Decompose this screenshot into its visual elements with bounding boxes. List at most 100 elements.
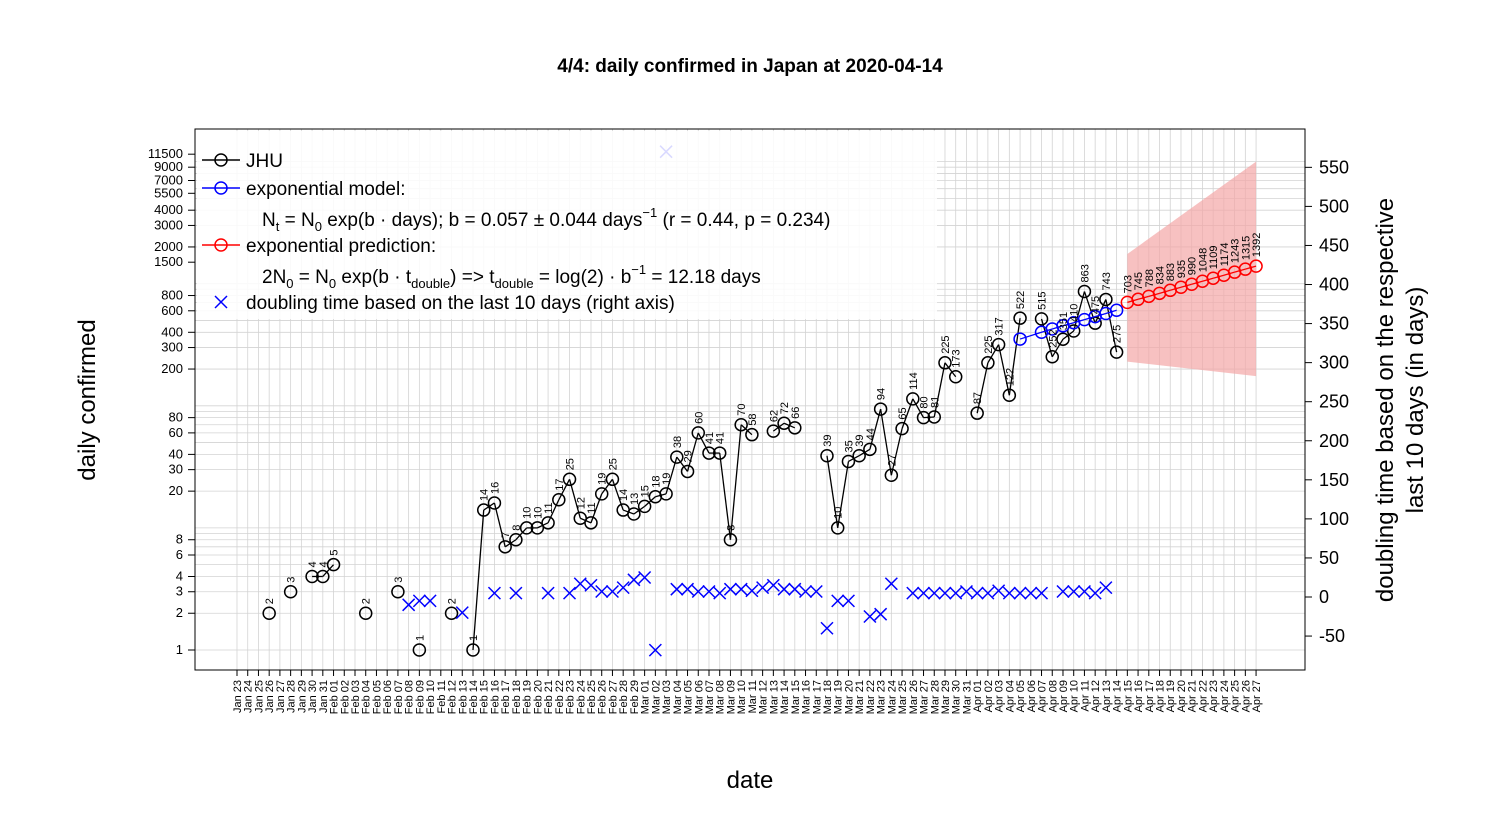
jhu-point [541,516,555,530]
y-right-tick-label: 250 [1319,392,1349,412]
doubling-time-point [541,586,555,600]
jhu-point [712,446,727,460]
x-tick-label: Mar 29 [940,680,952,714]
jhu-value-label: 13 [629,493,641,505]
jhu-point [509,532,523,547]
jhu-point [895,421,909,436]
jhu-line-segment [997,344,1010,396]
x-tick-label: Feb 06 [382,680,394,714]
jhu-point [627,507,641,521]
x-tick-label: Mar 24 [886,680,898,714]
jhu-line-segment [547,499,560,524]
y-left-tick-label: 6 [176,547,183,562]
jhu-point [991,337,1006,352]
jhu-value-label: 3 [286,577,298,583]
x-tick-label: Mar 07 [704,680,716,714]
prediction-value-label: 990 [1187,257,1199,275]
x-axis-title: date [727,767,774,794]
x-tick-label: Apr 04 [1004,680,1016,712]
prediction-value-label: 745 [1133,272,1145,290]
jhu-value-label: 252 [1047,329,1059,347]
doubling-time-point [1002,586,1016,600]
jhu-point [584,516,598,530]
y-right-tick-label: 400 [1319,275,1349,295]
jhu-line-segment [676,456,689,472]
jhu-point [659,487,673,501]
prediction-value-label: 1174 [1219,243,1231,267]
jhu-line-segment [740,424,753,436]
y-right-tick-label: 150 [1319,470,1349,490]
jhu-point [927,410,942,424]
jhu-point [1013,311,1027,325]
model-line-segment [1019,331,1042,340]
jhu-value-label: 743 [1101,272,1113,290]
jhu-value-label: 4 [307,561,319,567]
x-tick-label: Mar 02 [650,680,662,714]
x-tick-label: Mar 16 [801,680,813,714]
y-left-tick-label: 3000 [154,217,183,232]
jhu-line-segment [590,493,603,524]
jhu-value-label: 225 [940,335,952,353]
jhu-value-label: 225 [983,335,995,353]
jhu-point [305,569,319,584]
doubling-time-point [916,586,931,600]
jhu-point [906,392,920,406]
jhu-value-label: 17 [554,479,566,491]
jhu-value-label: 18 [650,475,662,487]
prediction-value-label: 1392 [1251,233,1263,257]
x-tick-label: Mar 19 [833,680,845,714]
jhu-value-label: 8 [725,525,737,531]
jhu-value-label: 1 [414,635,426,641]
legend-model-formula: Nt = N0 exp(b · days); b = 0.057 ± 0.044… [262,205,830,234]
jhu-line-segment [644,496,656,507]
y-right-tick-label: -50 [1319,626,1345,646]
jhu-value-label: 14 [479,489,491,501]
right-axis: -50 0 50 100 150 200 250 300 350 400 450 500 550 [1305,157,1349,646]
doubling-time-point [777,582,791,596]
x-tick-label: Feb 02 [339,680,351,714]
jhu-point [1109,345,1124,359]
jhu-value-label: 114 [908,372,920,390]
x-tick-label: Feb 19 [522,680,534,714]
doubling-time-point [820,621,834,635]
jhu-point [1045,350,1060,364]
y-left-tick-label: 3 [176,584,183,599]
jhu-point [788,421,802,435]
y-left-tick-label: 8 [176,532,183,547]
jhu-line-segment [697,432,710,454]
y-left-tick-label: 60 [169,425,183,440]
jhu-line-segment [493,502,506,547]
doubling-time-point [992,584,1006,598]
jhu-line-segment [869,408,882,450]
jhu-point [981,356,995,370]
jhu-line-segment [837,461,850,529]
jhu-value-label: 522 [1015,291,1027,309]
legend-jhu-label: JHU [246,151,283,172]
jhu-line-segment [558,479,571,501]
doubling-time-point [487,586,501,600]
doubling-time-point [863,609,877,624]
x-tick-label: Feb 22 [554,680,566,714]
legend-prediction-marker [214,238,228,252]
jhu-point [852,448,866,463]
doubling-time-point [788,582,802,596]
y-right-tick-label: 50 [1319,548,1339,568]
x-tick-label: Apr 25 [1230,680,1242,712]
x-tick-label: Mar 27 [919,680,931,714]
jhu-point [444,606,459,620]
jhu-line-segment [1073,291,1086,332]
doubling-time-point [1013,586,1027,600]
x-tick-label: Feb 11 [436,680,448,713]
jhu-value-label: 62 [768,410,780,422]
jhu-value-label: 12 [575,497,587,509]
x-tick-label: Mar 12 [758,680,770,714]
jhu-point [552,493,566,507]
jhu-value-label: 29 [683,450,695,462]
y-right-tick-label: 450 [1319,235,1349,255]
doubling-time-point [713,586,727,600]
y-left-tick-label: 800 [161,288,183,303]
x-tick-label: Apr 08 [1047,680,1059,712]
x-tick-label: Mar 26 [908,680,920,714]
